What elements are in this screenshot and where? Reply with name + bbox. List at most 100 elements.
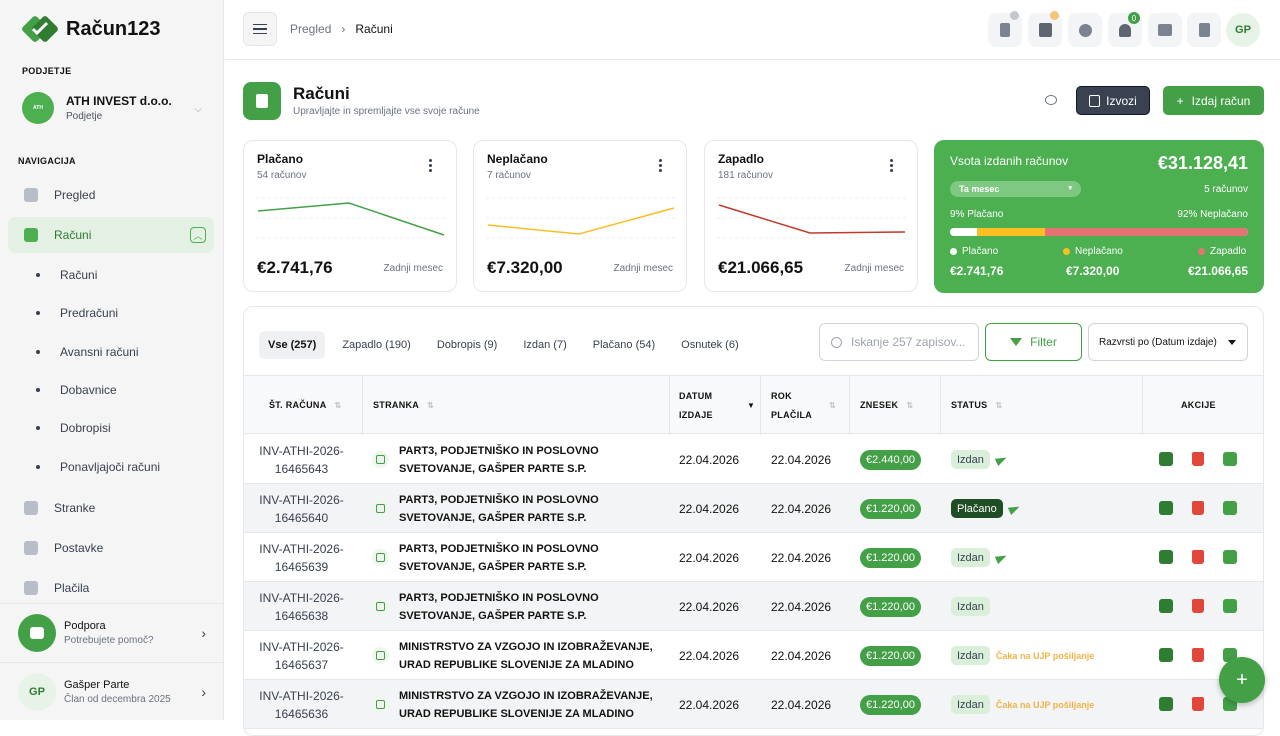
more-icon[interactable] (1223, 501, 1237, 515)
notification-count: 0 (1128, 12, 1140, 24)
sidebar-item-racuni[interactable]: Računi ︿ (8, 217, 214, 253)
table-row[interactable]: INV-ATHI-2026- 16465639 PART3, PODJETNIŠK… (244, 533, 1263, 582)
party-cell[interactable]: PART3, PODJETNIŠKO IN POSLOVNO SVETOVANJE… (372, 484, 669, 533)
table-row[interactable]: INV-ATHI-2026- 16465643 PART3, PODJETNIŠK… (244, 435, 1263, 484)
subitem-label: Računi (60, 268, 98, 282)
issue-invoice-button[interactable]: + Izdaj račun (1163, 86, 1264, 115)
add-fab-button[interactable]: + (1219, 657, 1265, 703)
table-row[interactable]: INV-ATHI-2026- 16465638 PART3, PODJETNIŠK… (244, 582, 1263, 631)
money-icon (24, 581, 38, 595)
eye-icon[interactable] (1045, 95, 1057, 105)
breadcrumb-item[interactable]: Pregled (290, 22, 332, 36)
sidebar-subitem-predracuni[interactable]: Predračuni (36, 306, 118, 320)
inbox-icon-button[interactable] (1148, 13, 1182, 47)
menu-toggle-button[interactable] (243, 12, 277, 46)
tab-credit-note[interactable]: Dobropis (9) (436, 339, 498, 351)
sidebar-item-pregled[interactable]: Pregled (8, 177, 214, 213)
delete-icon[interactable] (1192, 697, 1204, 711)
edit-icon[interactable] (1159, 648, 1173, 662)
more-icon[interactable] (1223, 550, 1237, 564)
collapse-chevron-icon[interactable]: ︿ (190, 227, 206, 243)
column-header-issued[interactable]: DATUM IZDAJE ▼ (679, 390, 756, 420)
invoice-number[interactable]: INV-ATHI-2026- 16465636 (259, 688, 344, 721)
column-header-party[interactable]: STRANKA ⇅ (373, 376, 434, 435)
column-header-amount[interactable]: ZNESEK ⇅ (860, 376, 913, 435)
invoice-number[interactable]: INV-ATHI-2026- 16465643 (259, 443, 344, 476)
issue-date: 22.04.2026 (679, 550, 740, 565)
sidebar-subitem-racuni[interactable]: Računi (36, 268, 97, 282)
invoice-number[interactable]: INV-ATHI-2026- 16465639 (259, 541, 344, 574)
invoice-number[interactable]: INV-ATHI-2026- 16465638 (259, 590, 344, 623)
company-switcher[interactable]: ATH ATH INVEST d.o.o. Podjetje ⌵ (22, 92, 202, 124)
more-icon[interactable] (1223, 599, 1237, 613)
delete-icon[interactable] (1192, 452, 1204, 466)
edit-icon[interactable] (1159, 452, 1173, 466)
issue-label: Izdaj račun (1191, 93, 1251, 108)
party-cell[interactable]: PART3, PODJETNIŠKO IN POSLOVNO SVETOVANJE… (372, 582, 669, 631)
search-input[interactable]: Iskanje 257 zapisov... (819, 323, 979, 361)
column-header-status[interactable]: STATUS ⇅ (951, 376, 1002, 435)
delete-icon[interactable] (1192, 599, 1204, 613)
notification-bell-icon-button[interactable]: 0 (1108, 12, 1142, 47)
party-cell[interactable]: MINISTRSTVO ZA VZGOJO IN IZOBRAŽEVANJE, U… (372, 631, 669, 680)
chevron-right-icon: › (201, 624, 206, 641)
status-badge: Izdan (951, 450, 990, 469)
export-button[interactable]: Izvozi (1076, 86, 1150, 115)
user-avatar-button[interactable]: GP (1226, 13, 1260, 47)
settings-icon-button[interactable] (1068, 13, 1102, 47)
logo[interactable]: Račun123 (22, 14, 161, 44)
sidebar-item-label: Plačila (54, 581, 90, 595)
column-header-due[interactable]: ROK PLAČILA ⇅ (771, 390, 837, 420)
edit-icon[interactable] (1159, 599, 1173, 613)
invoice-number[interactable]: INV-ATHI-2026- 16465640 (259, 492, 344, 525)
sort-select[interactable]: Razvrsti po (Datum izdaje) (1088, 323, 1248, 361)
status-badge: Plačano (951, 499, 1003, 518)
party-cell[interactable]: PART3, PODJETNIŠKO IN POSLOVNO SVETOVANJE… (372, 533, 669, 582)
edit-icon[interactable] (1159, 697, 1173, 711)
table-row[interactable]: INV-ATHI-2026- 16465636 MINISTRSTVO ZA VZ… (244, 680, 1263, 729)
edit-icon[interactable] (1159, 501, 1173, 515)
user-name: Gašper Parte (64, 678, 130, 691)
sidebar-subitem-dobavnice[interactable]: Dobavnice (36, 383, 117, 397)
sidebar-item-stranke[interactable]: Stranke (8, 490, 214, 526)
more-options-icon-button[interactable] (1187, 13, 1221, 47)
delete-icon[interactable] (1192, 501, 1204, 515)
filter-button[interactable]: Filter (985, 323, 1082, 361)
edit-icon[interactable] (1159, 550, 1173, 564)
company-name: ATH INVEST d.o.o. (66, 94, 172, 108)
kebab-menu-icon[interactable] (890, 159, 893, 172)
tab-overdue[interactable]: Zapadlo (190) (342, 339, 411, 351)
tab-all[interactable]: Vse (257) (259, 331, 326, 359)
sparkline (256, 197, 446, 239)
sidebar-item-postavke[interactable]: Postavke (8, 530, 214, 566)
period-select[interactable]: Ta mesec ▾ (950, 181, 1081, 197)
column-header-number[interactable]: ŠT. RAČUNA ⇅ (269, 376, 342, 435)
delete-icon[interactable] (1192, 550, 1204, 564)
delete-icon[interactable] (1192, 648, 1204, 662)
sidebar-item-placila[interactable]: Plačila (8, 570, 214, 606)
more-icon[interactable] (1223, 452, 1237, 466)
kebab-menu-icon[interactable] (429, 159, 432, 172)
subitem-label: Dobropisi (60, 421, 111, 435)
legend-overdue-value: €21.066,65 (1187, 264, 1248, 278)
user-profile-link[interactable]: GP Gašper Parte Član od decembra 2025 › (0, 662, 224, 720)
breadcrumb: Pregled › Računi (290, 22, 393, 36)
party-cell[interactable]: MINISTRSTVO ZA VZGOJO IN IZOBRAŽEVANJE, U… (372, 680, 669, 729)
store-icon-button[interactable] (1028, 11, 1062, 47)
party-cell[interactable]: PART3, PODJETNIŠKO IN POSLOVNO SVETOVANJE… (372, 435, 669, 484)
invoice-number[interactable]: INV-ATHI-2026- 16465637 (259, 639, 344, 672)
support-link[interactable]: Podpora Potrebujete pomoč? › (0, 603, 224, 661)
tab-paid[interactable]: Plačano (54) (592, 339, 656, 351)
table-row[interactable]: INV-ATHI-2026- 16465637 MINISTRSTVO ZA VZ… (244, 631, 1263, 680)
sidebar-subitem-avansni[interactable]: Avansni računi (36, 345, 139, 359)
sidebar-subitem-dobropisi[interactable]: Dobropisi (36, 421, 111, 435)
table-row[interactable]: INV-ATHI-2026- 16465640 PART3, PODJETNIŠK… (244, 484, 1263, 533)
card-amount: €2.741,76 (257, 258, 333, 277)
tab-issued[interactable]: Izdan (7) (523, 339, 567, 351)
sidebar-subitem-ponavljajoci[interactable]: Ponavljajoči računi (36, 460, 160, 474)
kebab-menu-icon[interactable] (659, 159, 662, 172)
company-icon (372, 549, 389, 566)
tab-draft[interactable]: Osnutek (6) (681, 339, 739, 351)
phone-icon-button[interactable] (988, 11, 1022, 47)
send-icon (994, 551, 1009, 564)
